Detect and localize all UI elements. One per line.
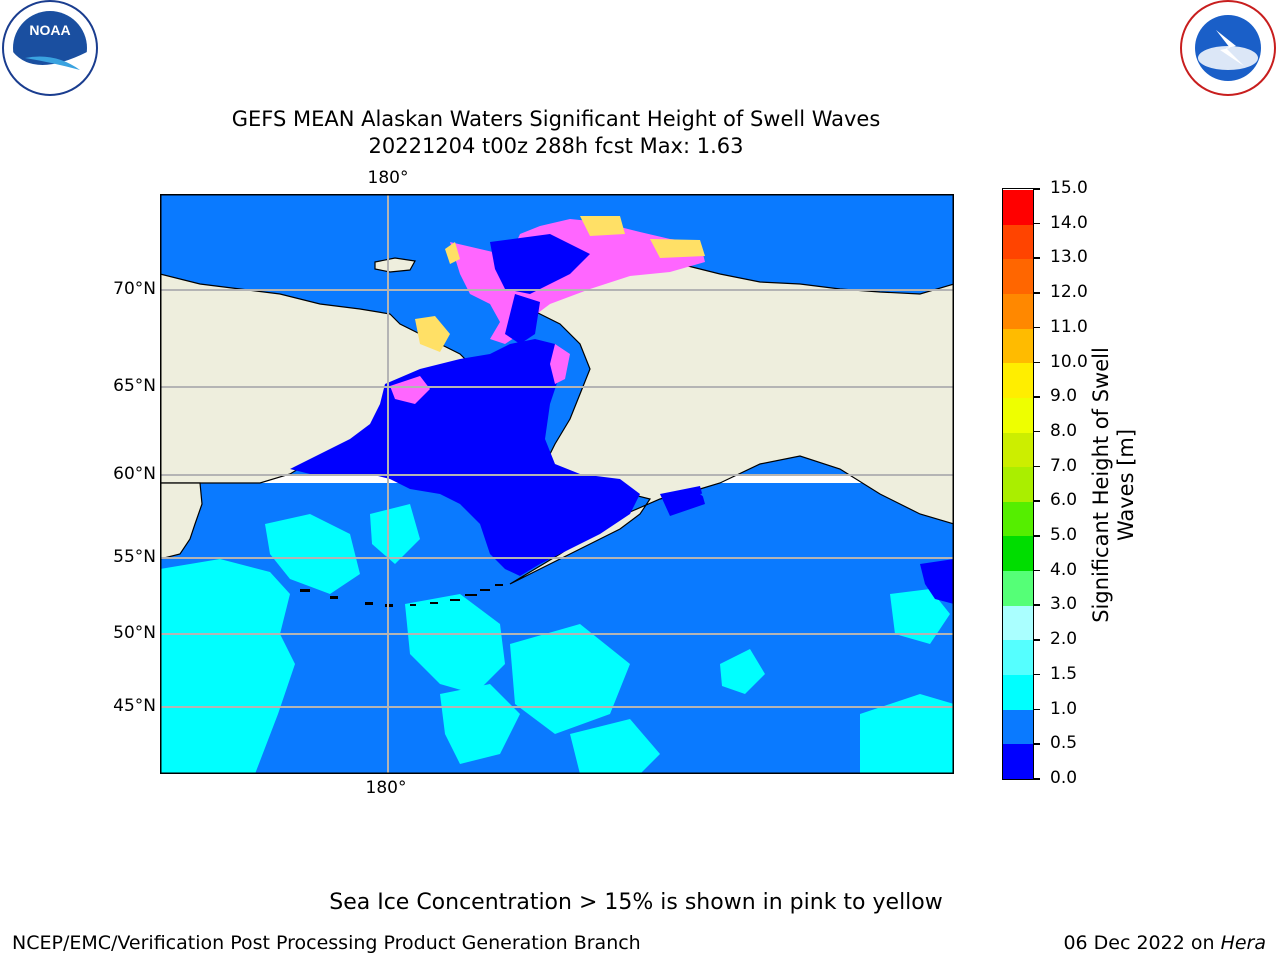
nws-logo <box>1180 0 1276 96</box>
colorbar-segment <box>1003 570 1033 606</box>
footer-date-text: 06 Dec 2022 on <box>1063 932 1221 954</box>
colorbar-tick-mark <box>1034 673 1040 676</box>
colorbar-tick-mark <box>1034 292 1040 294</box>
colorbar-tick-label: 0.0 <box>1050 768 1078 788</box>
colorbar-segment <box>1003 293 1033 329</box>
colorbar-tick-label: 4.0 <box>1050 559 1078 580</box>
colorbar-segment <box>1003 466 1033 502</box>
swell-0-5-region <box>290 339 640 576</box>
colorbar-tick-label: 0.5 <box>1050 733 1078 754</box>
map-frame <box>160 194 954 774</box>
lat-label-50: 50°N <box>113 623 156 643</box>
colorbar-tick-mark <box>1034 569 1040 572</box>
colorbar-segment <box>1003 535 1033 572</box>
colorbar-tick-label: 12.0 <box>1050 282 1088 303</box>
colorbar-tick-mark <box>1034 743 1040 745</box>
noaa-logo-text: NOAA <box>29 22 70 38</box>
colorbar-segment <box>1003 362 1033 398</box>
lat-label-55: 55°N <box>113 547 156 567</box>
colorbar-segment <box>1003 328 1033 364</box>
colorbar-segment <box>1003 743 1033 779</box>
colorbar-tick-mark <box>1034 257 1040 259</box>
chart-title: GEFS MEAN Alaskan Waters Significant Hei… <box>231 107 881 131</box>
colorbar-segment <box>1003 397 1033 433</box>
colorbar-segment <box>1003 189 1033 225</box>
colorbar <box>1002 188 1034 780</box>
colorbar-segment <box>1003 709 1033 745</box>
colorbar-tick-mark <box>1034 778 1040 780</box>
colorbar-tick-mark <box>1034 188 1040 190</box>
lon-label-bottom: 180° <box>365 778 407 798</box>
colorbar-ticks: 0.0 0.5 1.0 1.5 2.0 3.0 4.0 5.0 6.0 7.0 8.0 9.0 10.0… <box>1034 178 1114 792</box>
colorbar-tick-mark <box>1034 535 1040 537</box>
colorbar-tick-label: 8.0 <box>1050 420 1078 441</box>
noaa-logo: NOAA <box>2 0 98 96</box>
colorbar-tick-mark <box>1034 604 1040 606</box>
map-graticule <box>160 194 954 774</box>
colorbar-segment <box>1003 639 1033 676</box>
colorbar-tick-label: 1.5 <box>1050 663 1078 684</box>
colorbar-tick-label: 6.0 <box>1050 490 1078 511</box>
colorbar-tick-label: 5.0 <box>1050 525 1078 546</box>
colorbar-segment <box>1003 432 1033 468</box>
colorbar-tick-label: 7.0 <box>1050 455 1078 476</box>
footer-date: 06 Dec 2022 on Hera <box>1063 932 1266 954</box>
colorbar-tick-label: 11.0 <box>1050 316 1088 337</box>
colorbar-tick-mark <box>1034 396 1040 398</box>
colorbar-segment <box>1003 224 1033 260</box>
colorbar-tick-label: 14.0 <box>1050 212 1088 233</box>
colorbar-segment <box>1003 605 1033 641</box>
colorbar-tick-label: 3.0 <box>1050 594 1078 615</box>
footer-host: Hera <box>1220 932 1266 954</box>
colorbar-segment <box>1003 674 1033 710</box>
colorbar-segment <box>1003 258 1033 294</box>
colorbar-tick-mark <box>1034 639 1040 641</box>
sea-ice-region <box>415 216 705 352</box>
colorbar-tick-mark <box>1034 708 1040 711</box>
lat-label-45: 45°N <box>113 696 156 716</box>
colorbar-tick-label: 13.0 <box>1050 247 1088 268</box>
colorbar-label-line2: Waves [m] <box>1114 428 1138 542</box>
colorbar-tick-label: 2.0 <box>1050 629 1078 650</box>
colorbar-segment <box>1003 501 1033 537</box>
colorbar-tick-mark <box>1034 500 1040 502</box>
sea-ice-note: Sea Ice Concentration > 15% is shown in … <box>329 890 943 915</box>
colorbar-tick-label: 15.0 <box>1050 178 1088 198</box>
lat-label-65: 65°N <box>113 376 156 396</box>
colorbar-tick-label: 9.0 <box>1050 386 1078 407</box>
colorbar-tick-mark <box>1034 222 1040 225</box>
colorbar-tick-mark <box>1034 326 1040 329</box>
lat-label-70: 70°N <box>113 279 156 299</box>
footer-producer: NCEP/EMC/Verification Post Processing Pr… <box>12 932 641 954</box>
colorbar-tick-mark <box>1034 430 1040 433</box>
colorbar-label-line1: Significant Height of Swell <box>1089 347 1113 623</box>
lat-label-60: 60°N <box>113 464 156 484</box>
colorbar-tick-label: 10.0 <box>1050 351 1088 372</box>
colorbar-tick-mark <box>1034 465 1040 468</box>
lon-label-top: 180° <box>367 168 409 188</box>
land-wrangel <box>374 257 416 273</box>
colorbar-tick-label: 1.0 <box>1050 698 1078 719</box>
colorbar-tick-mark <box>1034 361 1040 364</box>
chart-subtitle: 20221204 t00z 288h fcst Max: 1.63 <box>368 134 744 158</box>
map-panel <box>160 194 954 774</box>
